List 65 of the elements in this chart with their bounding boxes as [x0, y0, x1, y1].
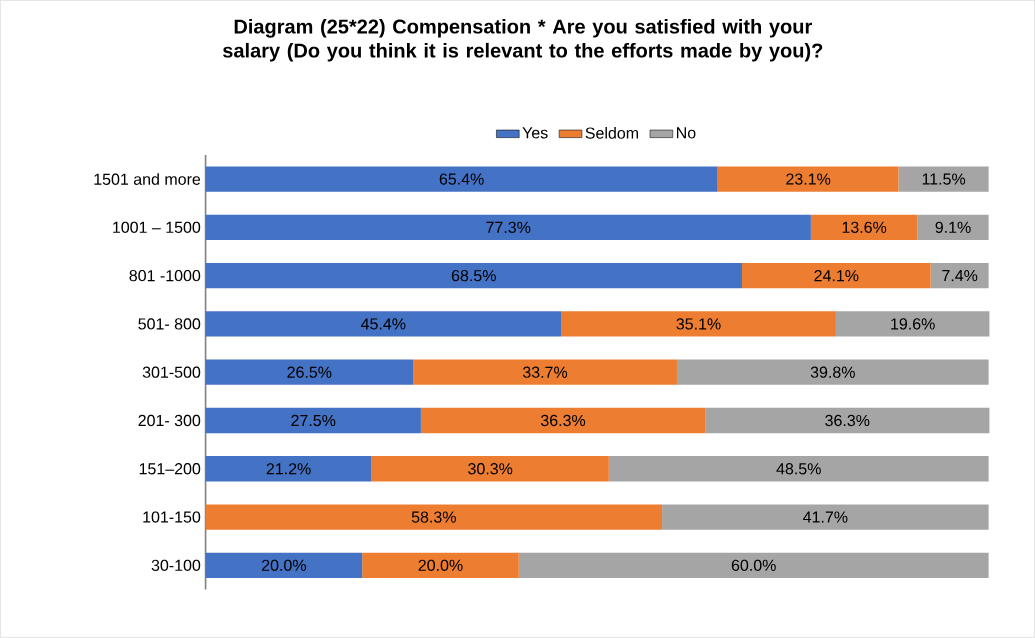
y-tick-label: 501- 800: [138, 318, 201, 330]
data-label: 58.3%: [411, 511, 456, 523]
bar: [205, 456, 372, 482]
y-tick-label: 101-150: [143, 511, 201, 523]
y-tick-label: 1001 – 1500: [113, 221, 201, 234]
y-tick-label: 801 -1000: [129, 270, 201, 282]
data-label: 30.3%: [468, 463, 513, 475]
bar: [371, 456, 609, 482]
data-label: 39.8%: [810, 366, 855, 378]
data-label: 23.1%: [786, 173, 831, 185]
bar: [810, 214, 918, 241]
bar: [561, 311, 836, 337]
bar: [205, 504, 663, 530]
bar: [705, 407, 990, 434]
data-label: 13.6%: [842, 221, 887, 234]
bar: [835, 311, 990, 337]
data-label: 21.2%: [266, 463, 311, 475]
bar: [420, 407, 706, 434]
bar: [741, 263, 931, 289]
bar: [205, 263, 742, 289]
legend-label: Yes: [522, 127, 548, 139]
data-label: 35.1%: [676, 318, 721, 330]
bar: [518, 552, 989, 579]
y-tick-label: 151–200: [139, 463, 201, 475]
data-label: 27.5%: [291, 414, 336, 427]
data-label: 77.3%: [486, 221, 531, 234]
data-label: 60.0%: [731, 559, 776, 572]
bar: [662, 504, 989, 530]
bar: [717, 166, 899, 192]
legend-label: Seldom: [585, 127, 639, 139]
bar: [205, 214, 811, 241]
y-tick-label: 1501 and more: [94, 173, 201, 186]
bar: [608, 456, 989, 482]
bar: [676, 359, 989, 385]
y-tick-label: 30-100: [151, 559, 201, 572]
data-label: 11.5%: [922, 173, 966, 185]
bar: [205, 311, 562, 337]
data-label: 9.1%: [935, 221, 971, 234]
y-tick-label: 301-500: [142, 366, 201, 378]
bar: [205, 166, 718, 192]
chart-title: Diagram (25*22) Compensation * Are you satisfied with your salary (Do you think it is relevant to the efforts made by you)?: [223, 19, 823, 62]
data-label: 19.6%: [891, 318, 935, 330]
bar: [930, 263, 989, 289]
data-label: 20.0%: [418, 559, 463, 572]
bar: [205, 552, 363, 579]
data-label: 24.1%: [814, 270, 859, 282]
legend-label: No: [677, 127, 696, 139]
data-label: 26.5%: [287, 366, 332, 378]
data-label: 41.7%: [803, 511, 848, 523]
bar: [413, 359, 677, 385]
data-label: 68.5%: [451, 270, 496, 282]
data-label: 65.4%: [439, 173, 484, 185]
data-label: 36.3%: [825, 414, 870, 427]
data-label: 45.4%: [361, 318, 406, 330]
y-tick-label: 201- 300: [138, 414, 201, 427]
data-label: 33.7%: [522, 366, 568, 378]
data-label: 7.4%: [942, 270, 978, 282]
bar: [362, 552, 519, 579]
bar: [917, 214, 989, 241]
data-label: 20.0%: [261, 559, 306, 572]
bar: [205, 359, 414, 385]
bar: [898, 166, 989, 192]
data-label: 36.3%: [540, 414, 586, 427]
bar: [205, 407, 421, 434]
data-label: 48.5%: [776, 463, 821, 475]
